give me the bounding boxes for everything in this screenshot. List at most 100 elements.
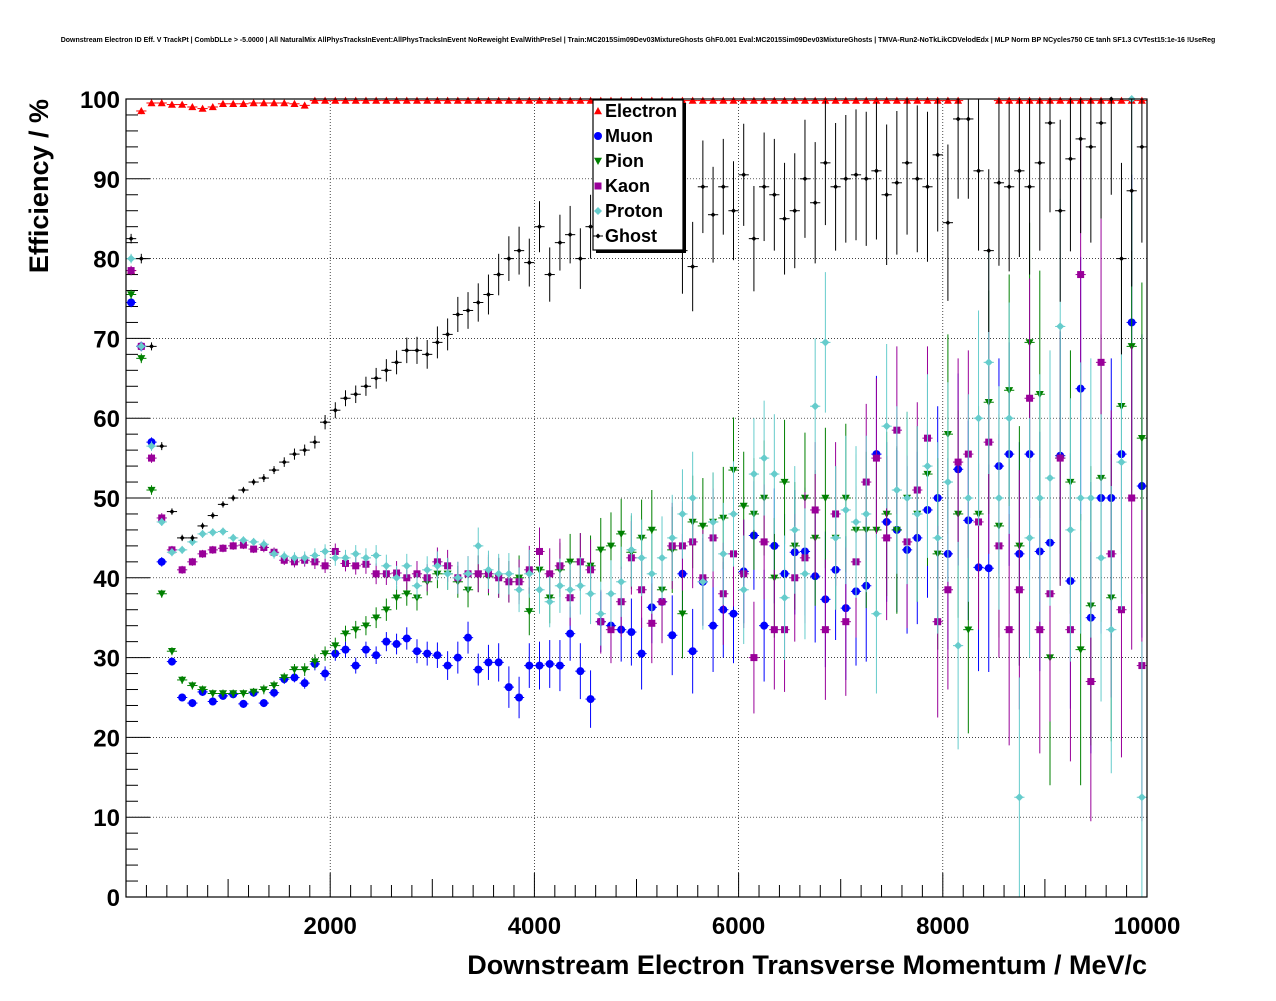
data-point [402,561,411,570]
data-point [678,610,687,618]
data-point [607,626,615,634]
data-point [1087,678,1095,686]
data-point [780,593,789,602]
data-point [178,693,187,702]
data-point [423,565,432,574]
data-point [445,331,451,337]
data-point [300,101,309,109]
data-point [382,606,391,614]
data-point [485,292,491,298]
data-point [800,96,809,104]
y-tick-label: 20 [93,725,120,752]
data-point [780,478,789,487]
data-point [261,475,267,481]
data-point [842,618,850,626]
series-electron [126,96,1147,275]
data-point [506,256,512,262]
data-point [464,569,473,578]
data-point [1047,120,1053,126]
data-point [167,648,176,656]
data-point [423,649,432,658]
data-point [402,634,411,643]
data-point [872,454,880,462]
data-point [700,184,706,190]
data-point [394,359,400,365]
data-point [658,598,666,606]
data-point [157,590,166,598]
data-point [821,626,829,634]
data-point [566,629,575,638]
data-point [1025,533,1034,542]
data-point [516,248,522,254]
data-point [892,486,901,495]
data-point [443,96,452,104]
data-point [443,661,452,670]
data-point [351,661,360,670]
data-point [188,558,196,566]
data-point [361,553,370,562]
data-point [535,585,544,594]
y-axis-title: Efficiency / % [24,99,54,273]
data-point [751,236,757,242]
data-point [739,585,748,594]
y-tick-label: 100 [80,87,120,114]
data-point [392,96,401,104]
data-point [943,96,952,104]
data-point [331,96,340,104]
data-point [249,98,258,107]
data-point [504,569,513,578]
data-point [188,537,197,546]
y-tick-label: 80 [93,247,120,274]
data-point [923,462,932,471]
data-point [1035,494,1044,502]
data-point [576,96,585,104]
data-point [280,552,289,561]
data-point [128,236,134,242]
data-point [352,562,360,570]
x-tick-label: 2000 [304,913,357,940]
data-point [892,96,901,104]
data-point [1097,358,1105,366]
data-point [933,533,942,542]
x-axis-title: Downstream Electron Transverse Momentum … [467,950,1147,980]
data-point [321,650,330,658]
data-point [310,96,319,104]
data-point [167,548,176,557]
data-point [341,96,350,104]
data-point [730,208,736,214]
legend-entry-muon: Muon [594,126,653,146]
data-point [555,661,564,670]
data-point [209,546,217,554]
data-point [353,391,359,397]
data-point [351,626,360,634]
data-point [760,96,769,104]
legend-label: Electron [605,101,677,121]
data-point [453,96,462,104]
data-point [138,256,144,262]
data-point [812,200,818,206]
data-point [1078,136,1084,142]
data-point [392,594,401,602]
data-point [208,697,217,706]
data-point [433,96,442,104]
data-point [484,96,493,104]
data-point [137,342,146,351]
data-point [372,570,380,578]
data-point [545,597,554,606]
data-point [189,535,195,541]
data-point [157,98,166,107]
data-point [1056,454,1064,462]
data-point [658,553,667,562]
data-point [455,311,461,317]
data-point [976,168,982,174]
data-point [1005,96,1014,104]
legend-marker [594,157,602,165]
data-point [372,651,381,660]
data-point [251,479,257,485]
data-point [709,96,718,104]
data-point [567,232,573,238]
data-point [545,96,554,104]
data-point [790,96,799,104]
data-point [596,546,605,554]
